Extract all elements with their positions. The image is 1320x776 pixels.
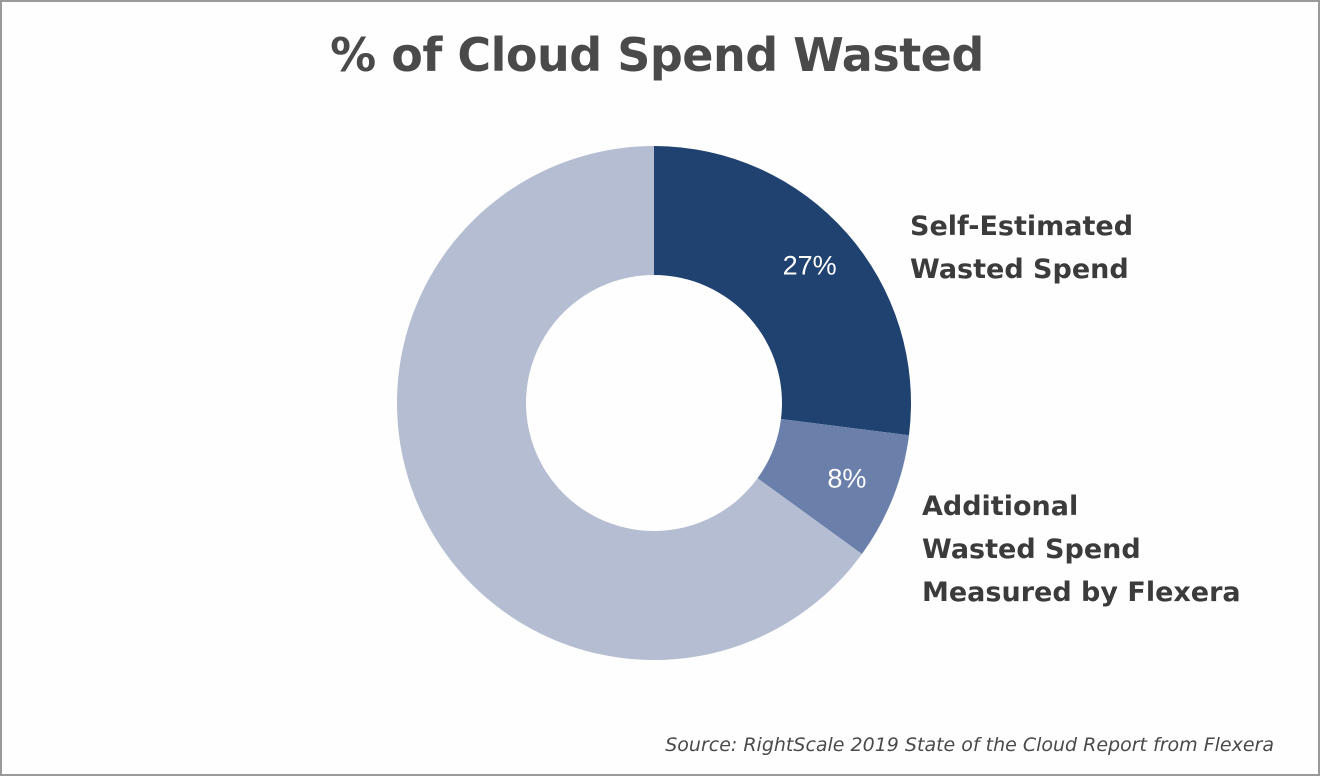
legend-line: Wasted Spend — [922, 534, 1141, 565]
legend-line: Measured by Flexera — [922, 577, 1241, 608]
legend-line: Additional — [922, 491, 1079, 522]
slice-remainder — [396, 146, 862, 661]
chart-title: % of Cloud Spend Wasted — [330, 28, 984, 82]
slice-value-label-self-estimated: 27% — [782, 250, 837, 281]
legend-label-additional: Additional Wasted Spend Measured by Flex… — [922, 485, 1241, 614]
slice-additional — [757, 419, 909, 555]
slice-self-estimated — [654, 146, 911, 436]
legend-line: Wasted Spend — [910, 254, 1129, 285]
source-note: Source: RightScale 2019 State of the Clo… — [665, 734, 1274, 756]
legend-label-self-estimated: Self-Estimated Wasted Spend — [910, 205, 1133, 291]
slice-value-label-additional: 8% — [827, 463, 867, 494]
legend-line: Self-Estimated — [910, 211, 1134, 242]
